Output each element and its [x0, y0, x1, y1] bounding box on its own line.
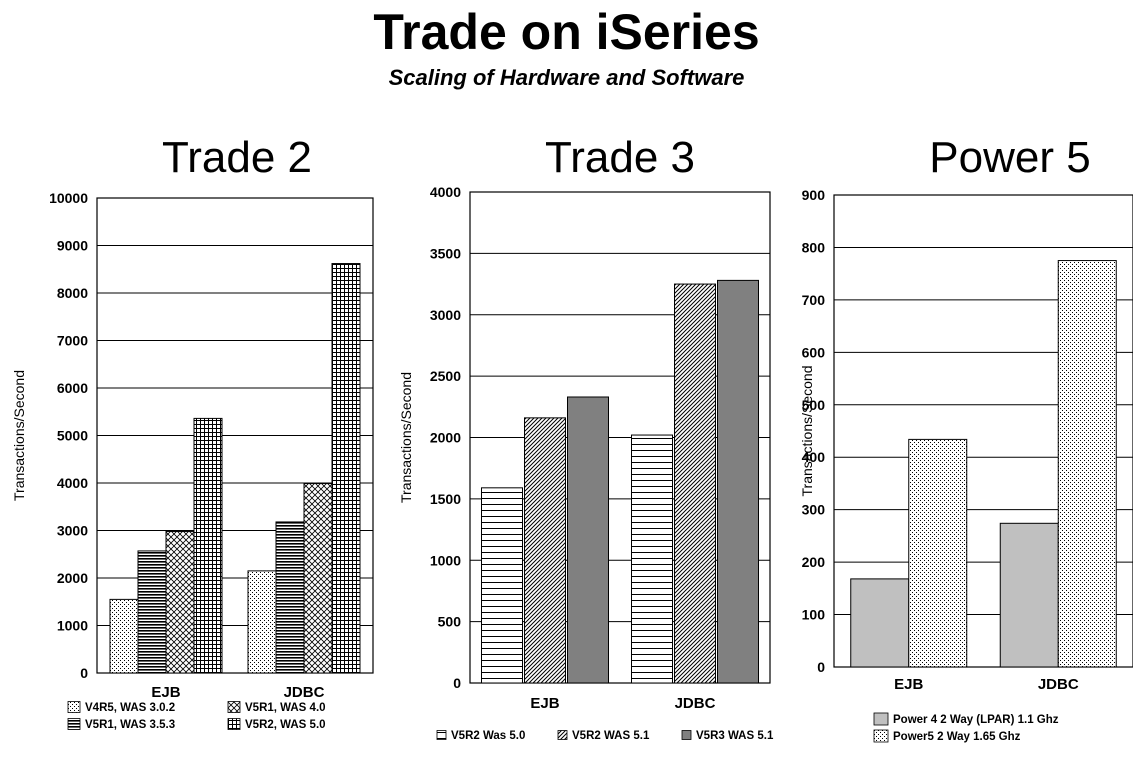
ytick-label-1-7: 3500	[430, 245, 461, 261]
bar-1-1-0	[631, 434, 673, 684]
ytick-label-0-9: 9000	[57, 238, 88, 254]
bar-1-1-2	[717, 279, 759, 684]
ytick-label-1-8: 4000	[430, 184, 461, 200]
bar-0-1-0	[247, 570, 277, 674]
ytick-label-1-3: 1500	[430, 491, 461, 507]
legend-swatch-1-1	[557, 730, 568, 740]
plot-frame-2	[833, 194, 1133, 668]
legend-label-0-1: V5R1, WAS 3.5.3	[85, 719, 175, 731]
ytick-label-0-0: 0	[80, 665, 88, 681]
bar-1-0-1	[524, 417, 566, 684]
ytick-label-0-10: 10000	[49, 190, 88, 206]
category-label-1-1: JDBC	[675, 695, 716, 712]
bar-0-1-1	[275, 521, 305, 674]
bar-1-1-1	[674, 283, 716, 684]
legend-swatch-0-2	[227, 701, 241, 713]
ytick-label-1-6: 3000	[430, 307, 461, 323]
bar-1-0-0	[481, 487, 523, 684]
category-label-2-0: EJB	[894, 676, 923, 693]
chart-title-1: Trade 3	[545, 133, 695, 182]
chart-title-2: Power 5	[929, 133, 1090, 182]
plot-frame-1	[469, 191, 771, 684]
legend-label-2-1: Power5 2 Way 1.65 Ghz	[893, 731, 1021, 743]
ytick-label-2-6: 600	[802, 344, 826, 360]
y-axis-label-2: Transactions/Second	[799, 366, 815, 497]
bar-0-0-2	[165, 530, 195, 674]
legend-swatch-2-1	[873, 729, 889, 743]
legend-swatch-1-0	[436, 730, 447, 740]
bar-0-0-0	[109, 598, 139, 674]
bar-0-1-2	[303, 482, 333, 674]
ytick-label-0-6: 6000	[57, 380, 88, 396]
legend-swatch-0-0	[67, 701, 81, 713]
ytick-label-0-1: 1000	[57, 618, 88, 634]
bar-2-1-1	[1057, 260, 1117, 668]
bar-0-0-1	[137, 550, 167, 674]
ytick-label-2-3: 300	[802, 502, 826, 518]
ytick-label-1-1: 500	[438, 614, 462, 630]
ytick-label-2-2: 200	[802, 554, 826, 570]
category-label-0-1: JDBC	[284, 684, 325, 701]
ytick-label-0-2: 2000	[57, 570, 88, 586]
ytick-label-1-5: 2500	[430, 368, 461, 384]
legend-swatch-0-1	[67, 718, 81, 730]
legend-swatch-1-2	[681, 730, 692, 740]
y-axis-label-0: Transactions/Second	[11, 370, 27, 501]
legend-label-0-0: V4R5, WAS 3.0.2	[85, 702, 175, 714]
ytick-label-1-2: 1000	[430, 552, 461, 568]
ytick-label-2-8: 800	[802, 239, 826, 255]
category-label-0-0: EJB	[151, 684, 180, 701]
page-subtitle: Scaling of Hardware and Software	[388, 65, 745, 90]
ytick-label-1-0: 0	[453, 675, 461, 691]
ytick-label-2-1: 100	[802, 607, 826, 623]
bar-2-0-1	[908, 438, 968, 668]
ytick-label-2-4: 400	[802, 449, 826, 465]
ytick-label-2-9: 900	[802, 187, 826, 203]
ytick-label-0-8: 8000	[57, 285, 88, 301]
legend-label-1-2: V5R3 WAS 5.1	[696, 730, 774, 742]
category-label-1-0: EJB	[530, 695, 559, 712]
category-label-2-1: JDBC	[1038, 676, 1079, 693]
ytick-label-0-5: 5000	[57, 428, 88, 444]
chart-title-0: Trade 2	[162, 133, 312, 182]
plot-frame-0	[96, 197, 374, 674]
legend-label-0-3: V5R2, WAS 5.0	[245, 719, 326, 731]
ytick-label-2-5: 500	[802, 397, 826, 413]
bar-0-1-3	[331, 263, 361, 674]
bar-1-0-2	[567, 396, 609, 684]
legend-swatch-2-0	[873, 712, 889, 726]
bar-2-0-0	[850, 578, 910, 668]
legend-label-2-0: Power 4 2 Way (LPAR) 1.1 Ghz	[893, 714, 1059, 726]
y-axis-label-1: Transactions/Second	[398, 372, 414, 503]
ytick-label-0-4: 4000	[57, 475, 88, 491]
ytick-label-0-7: 7000	[57, 333, 88, 349]
ytick-label-2-0: 0	[817, 659, 825, 675]
ytick-label-2-7: 700	[802, 292, 826, 308]
legend-label-0-2: V5R1, WAS 4.0	[245, 702, 326, 714]
bar-2-1-0	[999, 522, 1059, 668]
legend-label-1-0: V5R2 Was 5.0	[451, 730, 525, 742]
bar-0-0-3	[193, 417, 223, 674]
ytick-label-0-3: 3000	[57, 523, 88, 539]
legend-swatch-0-3	[227, 718, 241, 730]
legend-label-1-1: V5R2 WAS 5.1	[572, 730, 650, 742]
ytick-label-1-4: 2000	[430, 430, 461, 446]
page-title: Trade on iSeries	[373, 4, 760, 60]
